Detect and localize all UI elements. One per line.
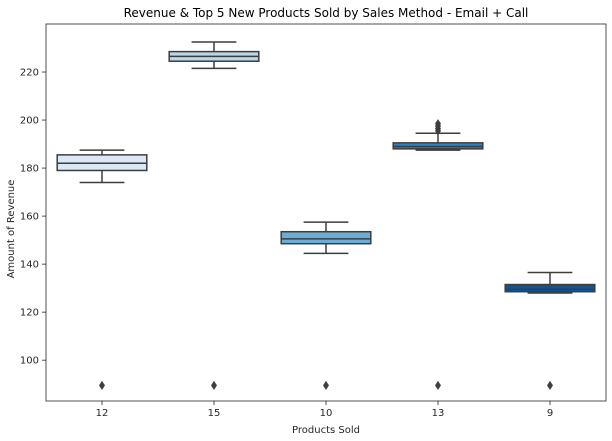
y-tick-label: 120 (20, 308, 39, 319)
y-tick-label: 160 (20, 212, 39, 223)
outlier-point (211, 380, 217, 390)
box-group-15 (168, 41, 260, 390)
x-tick-label: 13 (432, 408, 445, 419)
outlier-point (435, 119, 441, 129)
x-tick-label: 9 (547, 408, 553, 419)
x-tick-label: 15 (208, 408, 221, 419)
plot-frame (45, 23, 607, 402)
chart-title: Revenue & Top 5 New Products Sold by Sal… (124, 6, 529, 20)
box-group-10 (280, 221, 372, 390)
y-tick-label: 140 (20, 260, 39, 271)
x-axis-title: Products Sold (292, 425, 360, 436)
box-group-9 (504, 271, 596, 390)
box-iqr (504, 283, 596, 293)
outlier-point (99, 380, 105, 390)
outlier-point (435, 380, 441, 390)
y-axis-title: Amount of Revenue (6, 180, 17, 279)
y-tick-label: 180 (20, 164, 39, 175)
x-tick-label: 10 (320, 408, 333, 419)
outlier-point (547, 380, 553, 390)
box-group-12 (56, 149, 148, 390)
box-iqr (280, 230, 372, 245)
plot-area: 100 120 140 160 180 200 220 12 15 10 13 9 (20, 23, 607, 419)
y-tick-label: 220 (20, 68, 39, 79)
y-tick-label: 200 (20, 116, 39, 127)
x-tick-label: 12 (96, 408, 109, 419)
box-group-13 (392, 119, 484, 390)
y-tick-label: 100 (20, 356, 39, 367)
outlier-point (323, 380, 329, 390)
